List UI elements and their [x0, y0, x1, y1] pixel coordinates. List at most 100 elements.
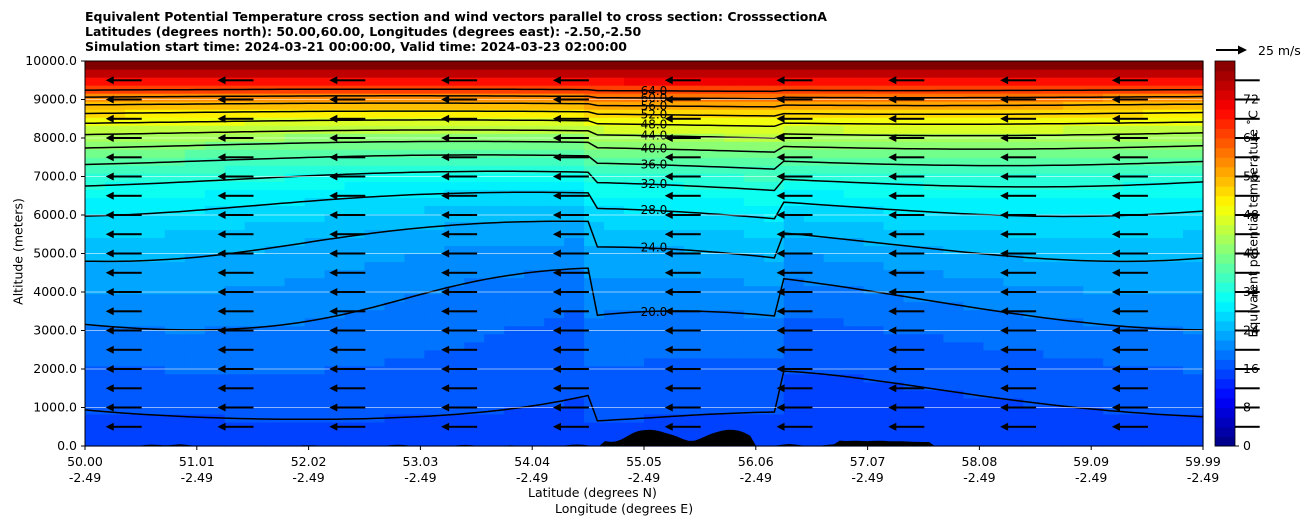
field-cell	[743, 157, 765, 166]
field-cell	[344, 309, 366, 319]
field-cell	[384, 285, 406, 295]
field-cell	[464, 205, 485, 214]
field-cell	[544, 245, 565, 255]
field-cell	[1103, 77, 1124, 86]
field-cell	[284, 405, 306, 415]
field-cell	[1083, 357, 1104, 367]
field-cell	[204, 317, 226, 327]
wind-vector	[552, 211, 589, 219]
wind-vector	[664, 307, 701, 316]
wind-vector	[552, 134, 589, 142]
field-cell	[1183, 389, 1204, 399]
arrow-shaft	[894, 425, 925, 428]
field-cell	[564, 173, 585, 182]
arrow-shaft	[782, 425, 813, 428]
field-cell	[264, 93, 286, 102]
field-cell	[264, 165, 286, 174]
field-cell	[1163, 165, 1184, 174]
field-cell	[783, 77, 805, 86]
field-cell	[803, 269, 825, 279]
field-cell	[943, 373, 965, 383]
arrow-head	[1111, 191, 1120, 200]
field-cell	[484, 317, 505, 327]
field-cell	[484, 349, 505, 359]
field-cell	[743, 413, 765, 423]
field-cell	[1103, 317, 1124, 327]
field-cell	[803, 205, 825, 214]
field-cell	[803, 165, 825, 174]
field-cell	[364, 293, 386, 303]
field-cell	[803, 125, 825, 134]
field-cell	[364, 421, 386, 431]
arrow-head	[105, 326, 114, 335]
arrow-head	[329, 326, 338, 335]
field-cell	[504, 117, 525, 126]
field-cell	[624, 245, 645, 255]
colorbar-tick-label: 24	[1243, 323, 1259, 338]
field-cell	[723, 141, 745, 150]
field-cell	[104, 309, 126, 319]
field-cell	[284, 157, 306, 166]
field-cell	[863, 405, 885, 415]
arrow-shaft	[670, 310, 701, 313]
wind-vector	[217, 268, 254, 277]
field-cell	[703, 125, 725, 134]
arrow-head	[552, 191, 561, 200]
field-cell	[144, 341, 166, 351]
field-cell	[903, 221, 925, 231]
field-cell	[943, 205, 965, 214]
field-cell	[404, 413, 425, 423]
field-cell	[1183, 253, 1204, 263]
field-cell	[224, 173, 246, 182]
field-cell	[1083, 277, 1104, 287]
field-cell	[743, 341, 765, 351]
field-cell	[823, 157, 845, 166]
field-cell	[584, 213, 605, 223]
field-cell	[224, 381, 246, 391]
field-cell	[124, 365, 146, 375]
y-tick-label: 0.0	[57, 438, 77, 453]
field-cell	[923, 205, 945, 214]
field-cell	[504, 365, 525, 375]
field-cell	[444, 197, 465, 206]
arrow-shaft	[670, 387, 701, 390]
field-cell	[883, 237, 905, 247]
title-line-3: Simulation start time: 2024-03-21 00:00:…	[85, 39, 627, 54]
field-cell	[524, 365, 545, 375]
field-cell	[1063, 149, 1084, 158]
field-cell	[683, 317, 705, 327]
field-cell	[1183, 229, 1204, 239]
field-cell	[464, 237, 485, 247]
field-cell	[124, 437, 146, 447]
field-cell	[1123, 157, 1144, 166]
arrow-shaft	[1006, 252, 1037, 255]
field-cell	[663, 69, 685, 78]
field-cell	[424, 429, 445, 439]
field-cell	[703, 277, 725, 287]
field-cell	[124, 205, 146, 214]
arrow-head	[329, 249, 338, 258]
field-cell	[1083, 141, 1104, 150]
field-cell	[763, 237, 785, 247]
field-cell	[464, 285, 485, 295]
field-cell	[843, 397, 865, 407]
arrow-head	[329, 211, 338, 219]
field-cell	[683, 141, 705, 150]
field-cell	[544, 261, 565, 271]
field-cell	[624, 221, 645, 231]
wind-vector	[1000, 191, 1037, 200]
field-cell	[224, 405, 246, 415]
field-cell	[85, 157, 106, 166]
field-cell	[1163, 381, 1184, 391]
field-cell	[184, 165, 206, 174]
field-cell	[663, 269, 685, 279]
field-cell	[703, 205, 725, 214]
field-cell	[943, 429, 965, 439]
field-cell	[723, 101, 745, 110]
field-cell	[1003, 157, 1024, 166]
arrow-shaft	[670, 252, 701, 255]
field-cell	[1123, 205, 1144, 214]
field-cell	[484, 221, 505, 231]
field-cell	[923, 277, 945, 287]
